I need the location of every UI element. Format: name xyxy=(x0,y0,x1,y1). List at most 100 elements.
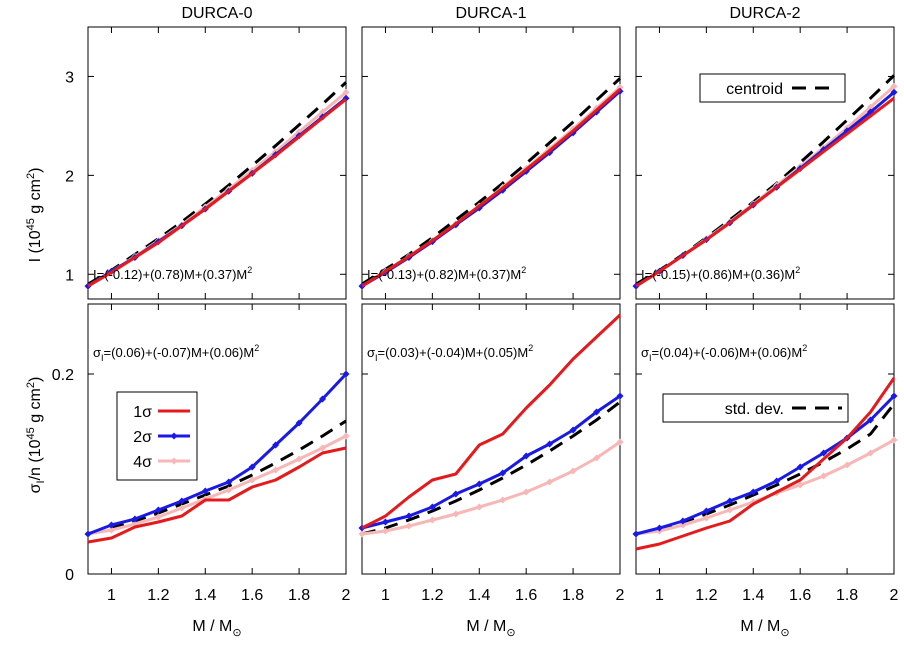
stddev-legend: std. dev. xyxy=(662,393,849,423)
data-point xyxy=(428,516,436,524)
panel-bottom-left: 1 1.2 1.4 1.6 1.8 2 0 0.2 M / M⊙ σI=(0.06)+(-0.07… xyxy=(52,303,351,639)
fit-equation: I=(-0.15)+(0.86)M+(0.36)M2 xyxy=(641,265,800,282)
data-point xyxy=(84,530,92,538)
data-point xyxy=(107,526,115,534)
series-line-std-dev- xyxy=(87,419,347,536)
legend-label-series: 2σ xyxy=(133,429,152,446)
data-point xyxy=(342,88,350,96)
x-axis-label: M / M⊙ xyxy=(466,618,515,639)
data-point xyxy=(546,478,554,486)
x-axis-label: M / M⊙ xyxy=(192,618,241,639)
data-point xyxy=(381,518,389,526)
x-tick-label: 1.8 xyxy=(288,587,310,604)
x-tick-label: 1.4 xyxy=(742,587,764,604)
data-point xyxy=(225,486,233,494)
data-point xyxy=(593,408,601,416)
series-line-1- xyxy=(635,97,895,288)
panel-bottom-middle: 1 1.2 1.4 1.6 1.8 2 M / M⊙ σI=(0.03)+(-0.04)M+(… xyxy=(358,303,625,639)
series-line-4- xyxy=(87,434,347,536)
data-point xyxy=(178,504,186,512)
data-point xyxy=(452,490,460,498)
y-tick-label: 1 xyxy=(65,267,74,284)
panel-title: DURCA-0 xyxy=(181,5,252,22)
panel-title: DURCA-1 xyxy=(455,5,526,22)
data-point xyxy=(726,506,734,514)
data-point xyxy=(702,514,710,522)
data-point xyxy=(890,88,898,96)
data-point xyxy=(890,436,898,444)
data-point xyxy=(295,455,303,463)
data-point xyxy=(225,478,233,486)
series-line-centroid xyxy=(635,74,896,286)
legend-marker xyxy=(170,432,178,440)
data-point xyxy=(154,506,162,514)
x-tick-label: 1.8 xyxy=(836,587,858,604)
data-point xyxy=(475,503,483,511)
data-point xyxy=(655,524,663,532)
data-point xyxy=(248,463,256,471)
series-line-std-dev- xyxy=(635,403,896,536)
data-point xyxy=(107,521,115,529)
data-point xyxy=(319,395,327,403)
x-tick-label: 1 xyxy=(655,587,664,604)
series-line-4- xyxy=(361,440,621,536)
data-point xyxy=(178,497,186,505)
x-axis-label: M / M⊙ xyxy=(740,618,789,639)
data-point xyxy=(702,507,710,515)
data-point xyxy=(843,461,851,469)
x-tick-label: 1.4 xyxy=(194,587,216,604)
top-y-axis-label: I (1045 g cm2) xyxy=(25,168,44,263)
data-point xyxy=(679,517,687,525)
data-point xyxy=(452,510,460,518)
data-point xyxy=(405,522,413,530)
data-point xyxy=(796,481,804,489)
data-point xyxy=(342,432,350,440)
x-tick-label: 1.6 xyxy=(515,587,537,604)
panel-bottom-right: 1 1.2 1.4 1.6 1.8 2 M / M⊙ σI=(0.04)+(-0.06)M+(… xyxy=(632,303,899,639)
bottom-y-axis-label: σI/n (1045 g cm2) xyxy=(25,377,47,494)
data-point xyxy=(679,521,687,529)
plot-frame xyxy=(87,26,347,300)
series-line-2- xyxy=(361,394,621,530)
y-tick-label: 3 xyxy=(65,69,74,86)
x-tick-label: 1.2 xyxy=(421,587,443,604)
data-point xyxy=(569,467,577,475)
centroid-legend: centroid xyxy=(699,73,846,103)
legend-marker xyxy=(170,457,178,465)
series-line-std-dev- xyxy=(361,400,621,536)
x-tick-label: 1.6 xyxy=(241,587,263,604)
series-line-1- xyxy=(87,98,347,288)
x-tick-label: 2 xyxy=(890,587,899,604)
x-tick-label: 1.4 xyxy=(468,587,490,604)
data-point xyxy=(890,392,898,400)
x-tick-label: 2 xyxy=(342,587,351,604)
series-line-4- xyxy=(361,86,621,288)
data-point xyxy=(428,503,436,511)
data-point xyxy=(820,449,828,457)
series-line-centroid xyxy=(361,77,622,286)
data-point xyxy=(546,440,554,448)
data-point xyxy=(726,497,734,505)
x-tick-label: 1.2 xyxy=(147,587,169,604)
x-tick-label: 1 xyxy=(381,587,390,604)
series-line-2- xyxy=(87,372,348,536)
data-point xyxy=(616,392,624,400)
x-tick-label: 1.8 xyxy=(562,587,584,604)
y-tick-label: 2 xyxy=(65,168,74,185)
fit-equation: σI=(0.06)+(-0.07)M+(0.06)M2 xyxy=(93,343,259,363)
data-point xyxy=(405,512,413,520)
x-tick-label: 1 xyxy=(107,587,116,604)
panel-title: DURCA-2 xyxy=(729,5,800,22)
series-line-1- xyxy=(361,313,622,530)
data-point xyxy=(522,452,530,460)
data-point xyxy=(867,449,875,457)
data-point xyxy=(593,454,601,462)
fit-equation: I=(-0.12)+(0.78)M+(0.37)M2 xyxy=(93,265,252,282)
legend-label-series: 4σ xyxy=(133,454,152,471)
data-point xyxy=(272,466,280,474)
data-point xyxy=(358,530,366,538)
data-point xyxy=(616,438,624,446)
x-tick-label: 1.6 xyxy=(789,587,811,604)
data-point xyxy=(632,530,640,538)
